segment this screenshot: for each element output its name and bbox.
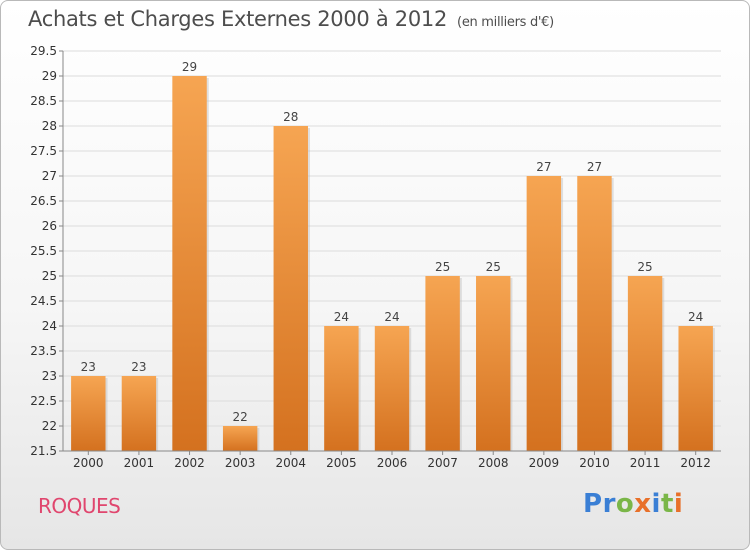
x-tick-label: 2011: [630, 456, 661, 470]
bar: [71, 376, 106, 451]
y-tick-label: 24.5: [30, 294, 57, 308]
y-tick-label: 28: [42, 119, 57, 133]
y-tick-label: 24: [42, 319, 57, 333]
x-tick-label: 2006: [377, 456, 408, 470]
bar-value-labels: 23 23 29 22 28 24 24 25 25 27 27 25 24: [81, 60, 704, 424]
chart-title-text: Achats et Charges Externes 2000 à 2012: [28, 7, 448, 31]
y-axis-tick-labels: 21.5 22 22.5 23 23.5 24 24.5 25 25.5 26 26.5 27 27.5…: [30, 44, 63, 458]
bar-value-label: 24: [384, 310, 399, 324]
bar: [324, 326, 359, 451]
bar: [627, 276, 663, 451]
x-tick-label: 2001: [124, 456, 155, 470]
bar-value-label: 24: [334, 310, 349, 324]
bar: [222, 426, 258, 451]
bar: [374, 326, 410, 451]
bar-value-label: 25: [637, 260, 652, 274]
bar-value-label: 28: [283, 110, 298, 124]
y-tick-label: 29.5: [30, 44, 57, 58]
y-tick-label: 28.5: [30, 94, 57, 108]
x-axis-tick-labels: 2000 2001 2002 2003 2004 2005 2006 2007 2008 2009…: [73, 451, 711, 470]
axes: [62, 51, 721, 452]
y-tick-label: 27: [42, 169, 57, 183]
commune-name: ROQUES: [38, 494, 121, 518]
bar: [425, 276, 460, 451]
x-tick-label: 2012: [680, 456, 711, 470]
bar: [476, 276, 511, 451]
bar-value-label: 23: [81, 360, 96, 374]
bar: [172, 76, 207, 451]
x-tick-label: 2002: [174, 456, 205, 470]
x-tick-label: 2007: [427, 456, 458, 470]
y-tick-label: 21.5: [30, 444, 57, 458]
x-tick-label: 2009: [529, 456, 560, 470]
bar-value-label: 24: [688, 310, 703, 324]
bar-value-label: 27: [587, 160, 602, 174]
bar: [577, 176, 612, 451]
x-tick-label: 2008: [478, 456, 509, 470]
x-tick-label: 2004: [275, 456, 306, 470]
brand-letter: i: [651, 489, 661, 519]
brand-letter: P: [583, 489, 603, 519]
brand-letter: x: [634, 489, 652, 519]
y-tick-label: 22: [42, 419, 57, 433]
bar-value-label: 25: [486, 260, 501, 274]
brand-letter: i: [673, 489, 684, 519]
bar: [273, 126, 308, 451]
chart-title: Achats et Charges Externes 2000 à 2012 (e…: [28, 7, 554, 31]
bar-value-label: 27: [536, 160, 551, 174]
y-tick-label: 27.5: [30, 144, 57, 158]
y-tick-label: 25.5: [30, 244, 57, 258]
y-tick-label: 29: [42, 69, 57, 83]
x-tick-label: 2000: [73, 456, 104, 470]
y-tick-label: 23.5: [30, 344, 57, 358]
chart-subtitle: (en milliers d'€): [457, 15, 554, 30]
brand-letter: r: [602, 489, 616, 519]
bar-value-label: 23: [131, 360, 146, 374]
bar: [526, 176, 562, 451]
bar: [121, 376, 157, 451]
bar-value-label: 29: [182, 60, 197, 74]
y-tick-label: 26: [42, 219, 57, 233]
y-tick-label: 22.5: [30, 394, 57, 408]
bar-value-label: 22: [233, 410, 248, 424]
x-tick-label: 2005: [326, 456, 357, 470]
y-tick-label: 25: [42, 269, 57, 283]
brand-letter: o: [615, 489, 635, 519]
proxiti-logo[interactable]: Proxiti: [583, 489, 683, 519]
y-tick-label: 23: [42, 369, 57, 383]
bar: [678, 326, 713, 451]
bar-value-label: 25: [435, 260, 450, 274]
y-tick-label: 26.5: [30, 194, 57, 208]
x-tick-label: 2003: [225, 456, 256, 470]
brand-letter: t: [660, 489, 674, 519]
x-tick-label: 2010: [579, 456, 610, 470]
bars: [71, 76, 715, 451]
